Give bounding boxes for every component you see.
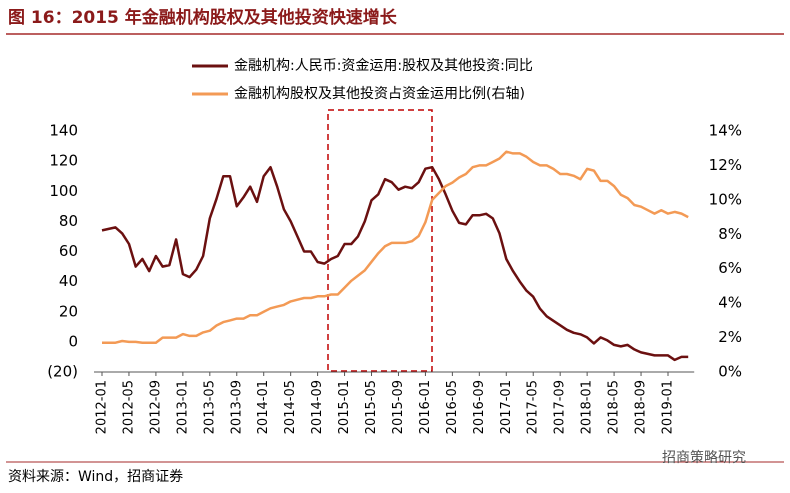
x-tick-label: 2018-09 xyxy=(634,380,649,434)
x-tick-label: 2013-05 xyxy=(202,380,217,434)
y-tick-label: 140 xyxy=(49,122,78,140)
y-tick-label: 20 xyxy=(59,302,78,320)
y-tick-label: 80 xyxy=(59,212,78,230)
y2-tick-label: 6% xyxy=(718,259,742,277)
x-tick-label: 2013-01 xyxy=(175,380,190,434)
x-tick-label: 2017-09 xyxy=(553,380,568,434)
x-tick-label: 2015-05 xyxy=(364,380,379,434)
x-tick-label: 2014-09 xyxy=(310,380,325,434)
y2-tick-label: 10% xyxy=(709,190,742,208)
watermark: 招商策略研究 xyxy=(662,449,746,466)
y-tick-label: (20) xyxy=(47,363,78,381)
x-tick-label: 2012-01 xyxy=(95,380,110,434)
legend-label: 金融机构股权及其他投资占资金运用比例(右轴) xyxy=(234,86,525,102)
y-tick-label: 120 xyxy=(49,152,78,170)
series-line xyxy=(101,165,689,362)
y-tick-label: 0 xyxy=(68,332,78,350)
highlight-box xyxy=(327,109,433,372)
legend-label: 金融机构:人民币:资金运用:股权及其他投资:同比 xyxy=(234,58,533,74)
x-tick-label: 2018-05 xyxy=(607,380,622,434)
x-tick-label: 2015-01 xyxy=(337,380,352,434)
x-tick-label: 2017-01 xyxy=(499,380,514,434)
series-line xyxy=(102,150,689,344)
x-tick-label: 2012-09 xyxy=(148,380,163,434)
x-tick-label: 2018-01 xyxy=(580,380,595,434)
y2-tick-label: 14% xyxy=(709,122,742,140)
source: 资料来源：Wind，招商证券 xyxy=(8,469,183,485)
x-tick-label: 2013-09 xyxy=(229,380,244,434)
y2-tick-label: 4% xyxy=(718,294,742,312)
y2-tick-label: 0% xyxy=(718,363,742,381)
x-tick-label: 2014-05 xyxy=(283,380,298,434)
y-tick-label: 40 xyxy=(59,272,78,290)
y2-tick-label: 2% xyxy=(718,328,742,346)
x-tick-label: 2016-05 xyxy=(445,380,460,434)
x-tick-label: 2017-05 xyxy=(526,380,541,434)
y2-tick-label: 12% xyxy=(709,156,742,174)
x-tick-label: 2012-05 xyxy=(121,380,136,434)
x-tick-label: 2015-09 xyxy=(391,380,406,434)
y-tick-label: 60 xyxy=(59,242,78,260)
x-tick-label: 2019-01 xyxy=(660,380,675,434)
y-tick-label: 100 xyxy=(49,182,78,200)
x-tick-label: 2016-01 xyxy=(418,380,433,434)
x-tick-label: 2014-01 xyxy=(256,380,271,434)
x-tick-label: 2016-09 xyxy=(472,380,487,434)
chart-title: 图 16：2015 年金融机构股权及其他投资快速增长 xyxy=(8,7,398,28)
y2-tick-label: 8% xyxy=(718,225,742,243)
